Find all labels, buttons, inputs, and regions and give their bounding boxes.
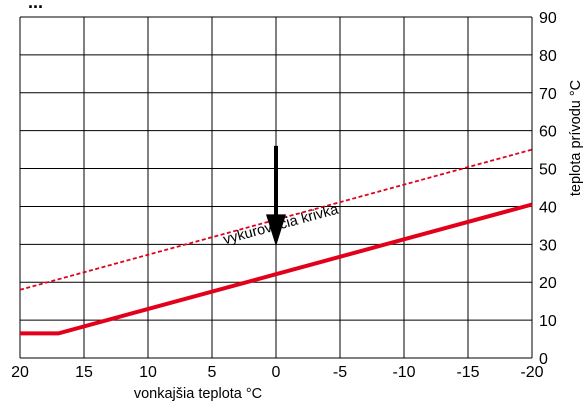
x-tick-label: 0 xyxy=(272,364,281,381)
curve-annotation: vykurovacia krivka xyxy=(222,201,341,248)
series-layer xyxy=(19,148,533,336)
x-tick-label: -10 xyxy=(392,364,415,381)
heating-curve-dashed xyxy=(19,148,533,291)
arrow-layer xyxy=(266,145,286,247)
x-tick-label: -20 xyxy=(520,364,543,381)
x-tick-label: 5 xyxy=(208,364,217,381)
x-tick-label: -5 xyxy=(333,364,347,381)
y-tick-label: 50 xyxy=(539,162,557,179)
chart-title-fragment: ... xyxy=(28,0,43,12)
y-tick-label: 0 xyxy=(539,351,548,368)
x-tick-label: 15 xyxy=(75,364,93,381)
y-tick-label: 40 xyxy=(539,199,557,216)
x-tick-label: 10 xyxy=(139,364,157,381)
y-tick-label: 80 xyxy=(539,48,557,65)
y-tick-labels: 0 10 20 30 40 50 60 70 80 90 xyxy=(539,10,557,368)
x-tick-label: 20 xyxy=(11,364,29,381)
x-axis-label: vonkajšia teplota °C xyxy=(134,386,262,402)
y-tick-label: 90 xyxy=(539,10,557,27)
arrow-head xyxy=(266,214,286,247)
y-tick-label: 10 xyxy=(539,313,557,330)
x-tick-label: -15 xyxy=(456,364,479,381)
y-tick-label: 30 xyxy=(539,237,557,254)
heating-curve-solid xyxy=(20,202,533,336)
y-tick-label: 20 xyxy=(539,275,557,292)
y-tick-label: 60 xyxy=(539,124,557,141)
annotation-layer: vykurovacia krivka xyxy=(222,201,341,248)
y-axis-label: teplota prívodu °C xyxy=(568,80,584,196)
y-tick-label: 70 xyxy=(539,86,557,103)
x-tick-labels: 20 15 10 5 0 -5 -10 -15 -20 xyxy=(11,364,544,381)
